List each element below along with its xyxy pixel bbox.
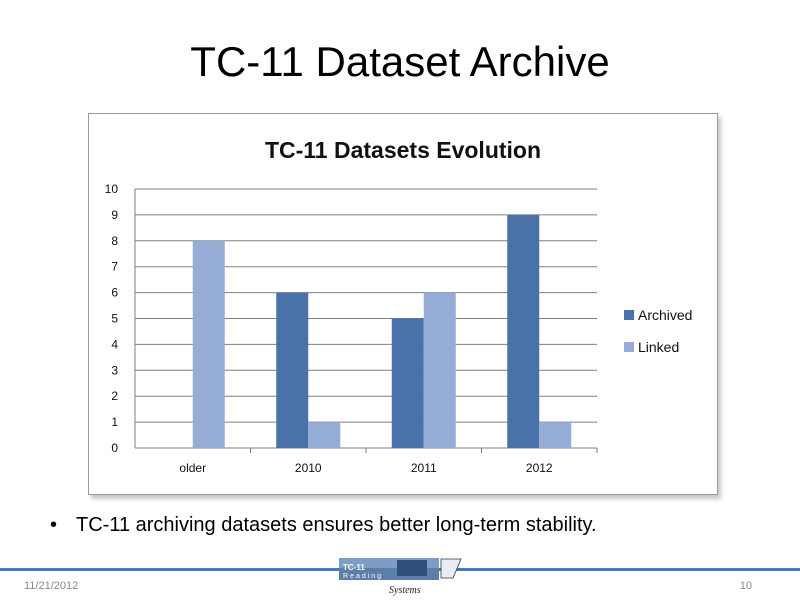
x-tick-label: older [179, 461, 206, 475]
y-tick-label: 1 [111, 415, 118, 429]
bar-linked-2010 [308, 422, 341, 448]
y-tick-label: 9 [111, 208, 118, 222]
svg-text:Systems: Systems [389, 585, 421, 596]
slide-title: TC-11 Dataset Archive [190, 38, 610, 85]
chart: TC-11 Datasets Evolution 0 1 2 3 4 5 6 7 8 9 10 olde… [105, 137, 693, 475]
y-tick-label: 4 [111, 337, 118, 351]
x-tick-label: 2010 [295, 461, 322, 475]
legend-swatch-archived [624, 310, 634, 320]
bar-linked-2012 [539, 422, 572, 448]
legend-label-archived: Archived [638, 307, 692, 323]
bullet-item: • TC-11 archiving datasets ensures better… [50, 514, 597, 537]
bar-archived-2011 [391, 318, 424, 448]
bar-linked-2011 [423, 292, 456, 448]
y-tick-label: 0 [111, 441, 118, 455]
y-tick-label: 10 [105, 182, 119, 196]
y-tick-label: 5 [111, 312, 118, 326]
bar-archived-2012 [507, 214, 540, 448]
svg-text:TC-11: TC-11 [343, 563, 365, 572]
y-tick-label: 8 [111, 234, 118, 248]
legend-swatch-linked [624, 342, 634, 352]
y-tick-label: 2 [111, 389, 118, 403]
chart-frame: TC-11 Datasets Evolution 0 1 2 3 4 5 6 7 8 9 10 olde… [88, 113, 718, 495]
bullet-text: TC-11 archiving datasets ensures better … [76, 514, 597, 536]
bullet-dot-icon: • [50, 514, 58, 536]
tc11-logo: TC-11 Reading Systems [339, 558, 462, 596]
x-tick-label: 2011 [411, 461, 437, 475]
footer-date: 11/21/2012 [24, 580, 79, 592]
svg-text:Reading: Reading [343, 573, 383, 580]
bar-archived-2010 [276, 292, 309, 448]
y-tick-label: 3 [111, 363, 118, 377]
legend-label-linked: Linked [638, 339, 679, 355]
page-number: 10 [739, 580, 752, 592]
y-tick-label: 7 [111, 260, 118, 274]
chart-title: TC-11 Datasets Evolution [265, 137, 541, 163]
y-tick-label: 6 [111, 286, 118, 300]
bar-linked-older [192, 240, 225, 448]
x-tick-label: 2012 [526, 461, 553, 475]
